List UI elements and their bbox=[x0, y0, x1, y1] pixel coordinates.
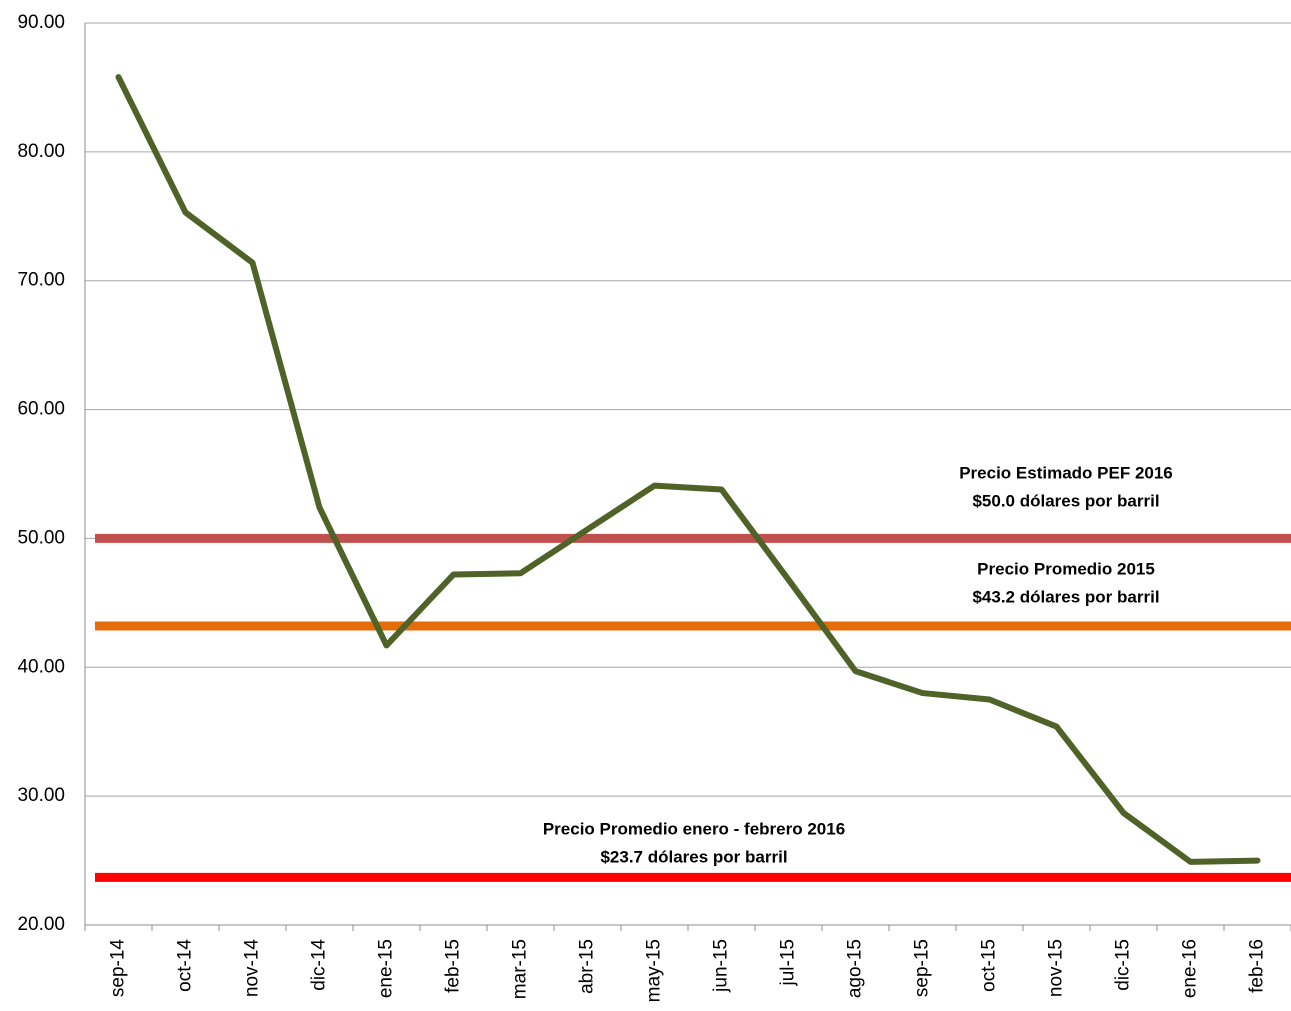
x-tick-label: jul-15 bbox=[778, 939, 799, 986]
x-tick-label: sep-15 bbox=[912, 939, 933, 997]
x-tick-label: ago-15 bbox=[845, 939, 866, 998]
y-tick-label: 50.00 bbox=[17, 527, 65, 548]
data-line bbox=[115, 74, 1261, 865]
x-tick-label: ene-15 bbox=[376, 939, 397, 998]
y-tick-label: 90.00 bbox=[17, 12, 65, 33]
y-tick-label: 20.00 bbox=[17, 914, 65, 935]
x-tick-label: mar-15 bbox=[510, 939, 531, 999]
x-tick-label: oct-14 bbox=[175, 939, 196, 992]
annotation: Precio Promedio enero - febrero 2016 bbox=[543, 819, 845, 838]
y-tick-label: 30.00 bbox=[17, 785, 65, 806]
y-tick-label: 80.00 bbox=[17, 141, 65, 162]
x-tick-label: jun-15 bbox=[711, 939, 732, 993]
x-tick-label: nov-14 bbox=[242, 939, 263, 998]
x-tick-label: nov-15 bbox=[1046, 939, 1067, 997]
x-tick-label: ene-16 bbox=[1180, 939, 1201, 998]
x-tick-label: dic-14 bbox=[309, 939, 330, 991]
x-tick-label: may-15 bbox=[644, 939, 665, 1002]
y-tick-label: 70.00 bbox=[17, 270, 65, 291]
x-tick-label: feb-15 bbox=[443, 939, 464, 993]
x-tick-label: feb-16 bbox=[1247, 939, 1268, 993]
annotation: $43.2 dólares por barril bbox=[972, 587, 1159, 606]
y-tick-label: 40.00 bbox=[17, 656, 65, 677]
x-tick-label: abr-15 bbox=[577, 939, 598, 994]
x-tick-label: sep-14 bbox=[108, 939, 129, 998]
annotation: Precio Promedio 2015 bbox=[977, 559, 1155, 578]
x-tick-label: dic-15 bbox=[1113, 939, 1134, 991]
annotation: Precio Estimado PEF 2016 bbox=[959, 463, 1173, 482]
x-tick-label: oct-15 bbox=[979, 939, 1000, 992]
annotation: $50.0 dólares por barril bbox=[972, 491, 1159, 510]
annotation: $23.7 dólares por barril bbox=[600, 847, 787, 866]
y-tick-label: 60.00 bbox=[17, 399, 65, 420]
